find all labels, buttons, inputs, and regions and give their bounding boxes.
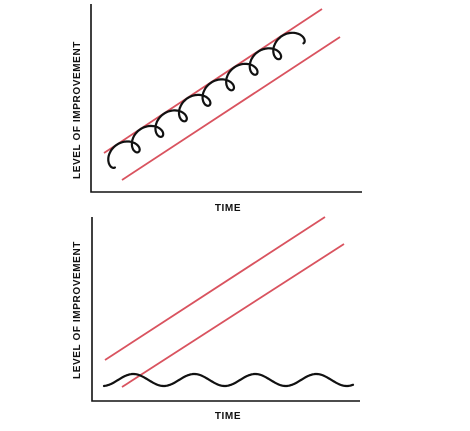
bottom-upper-band-line [104, 216, 326, 361]
bottom-panel: LEVEL OF IMPROVEMENT TIME [72, 216, 360, 422]
bottom-y-axis-label: LEVEL OF IMPROVEMENT [72, 241, 83, 379]
top-axes [90, 4, 362, 193]
top-panel: LEVEL OF IMPROVEMENT TIME [72, 4, 362, 214]
bottom-x-axis-label: TIME [215, 411, 241, 422]
top-lower-band-line [121, 36, 341, 181]
top-x-axis-label: TIME [215, 203, 241, 214]
bottom-wave-curve [102, 372, 355, 388]
bottom-lower-band-line [121, 243, 345, 388]
bottom-axes [91, 217, 360, 402]
top-loop-curve [107, 31, 306, 169]
top-y-axis-label: LEVEL OF IMPROVEMENT [72, 41, 83, 179]
